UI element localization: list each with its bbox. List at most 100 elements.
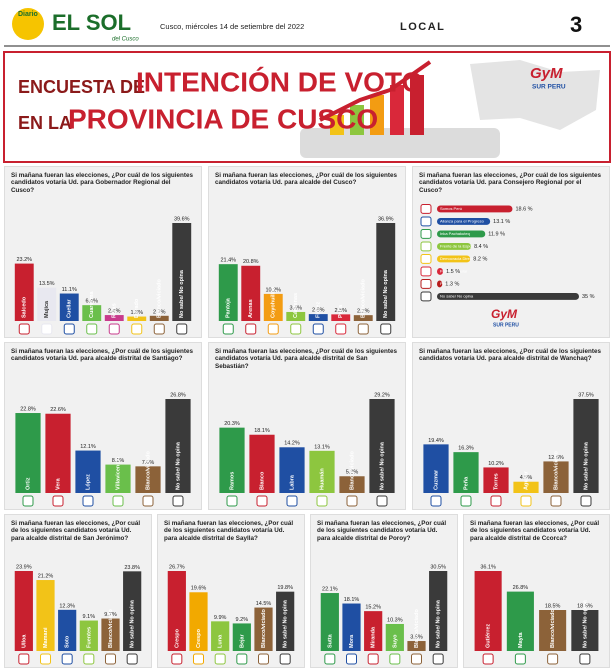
party-logo [411,653,422,665]
value-label: 10.2% [488,461,504,467]
category-label: No sabe/ No opina [582,599,588,648]
party-logo [580,495,592,507]
party-logo [126,653,138,665]
bar [437,218,491,225]
value-label: 37.5% [578,392,594,398]
value-label: 35 % [582,294,595,300]
party-logo [214,653,226,665]
category-label: Sutta [327,633,333,648]
party-logo [267,323,279,335]
bar [342,603,361,651]
category-label: Villavicencio [115,456,121,490]
chart: 23.9% Ulloa 21.2% Mamani 12.3% Soto 9.1% Fuente… [14,564,142,665]
value-label: 9.1% [83,614,96,620]
bar [165,399,191,493]
category-label: Cárdenas [293,293,299,318]
value-label: 29.2% [374,392,390,398]
bar [219,427,245,493]
value-label: 4.5% [520,475,533,481]
category-label: Blanco/viciado [361,279,367,318]
category-label: Ramos [229,472,235,490]
party-logo [389,653,401,665]
sun-logo [12,8,44,40]
value-label: 15.2% [365,605,381,611]
bar [79,620,98,651]
bar [36,580,55,651]
party-logo [380,323,392,335]
map [470,60,600,130]
bar [104,315,124,321]
party-logo [432,653,444,665]
party-logo [312,323,324,335]
value-label: 22.6% [50,407,66,413]
category-label: Torres [493,473,499,490]
category-label: Crespo [174,628,180,648]
party-logo [420,216,432,227]
category-label: Fuerza Popular [440,269,468,274]
value-label: 20.8% [243,259,259,265]
bar [376,223,396,321]
logo-sub: SUR PERU [532,84,566,91]
category-label: Miranda [371,626,377,648]
category-label: Cuzmar [433,469,439,490]
value-label: 8.4 % [474,244,488,250]
page-number: 3 [570,12,582,37]
value-label: 1.3 % [445,281,459,287]
value-label: 18.1% [344,597,360,603]
category-label: Frente de la Esperanza [440,244,482,249]
party-logo [376,495,388,507]
party-logo [316,495,328,507]
bar [123,571,142,651]
party-logo [550,495,562,507]
party-logo [172,495,184,507]
party-logo [142,495,154,507]
category-label: Salcedo [22,296,28,318]
bar [539,610,567,651]
bar [149,315,169,321]
value-label: 14.2% [284,441,300,447]
value-label: 23.9% [16,564,32,570]
banner-line2a: EN LA [18,113,72,133]
category-label: López [85,474,91,490]
bar [189,592,208,651]
value-label: 2.6% [312,308,325,314]
category-label: Ulloa [21,634,27,648]
party-logo [420,279,432,289]
category-label: Blanco/viciado [108,609,114,648]
party-logo [490,495,502,507]
bar [218,264,238,321]
party-logo [286,495,298,507]
party-logo [357,323,369,335]
chart: 19.4% Cuzmar 16.3% Peña 10.2% Torres 4.5%Aguil… [423,392,599,507]
value-label: 2.2% [357,309,370,315]
bar [263,293,283,321]
category-label: Blanco/viciado [553,451,559,490]
bar [429,571,448,651]
category-label: No sabe/ No opina [130,599,136,648]
party-logo [222,323,234,335]
party-logo [335,323,347,335]
category-label: Gutiérrez [486,624,492,648]
chart-title: Si mañana fueran las elecciones, ¿Por cu… [215,172,397,187]
value-label: 13.1 % [493,219,510,225]
category-label: No sabe/ No opina [383,269,389,318]
category-label: Arenas [248,299,254,318]
bar [249,434,275,493]
category-label: Mujica [44,300,50,318]
bar [232,623,251,651]
bar [37,287,57,321]
bar [45,413,71,493]
value-label: 36.1% [480,564,496,570]
category-label: Democracia Directa [440,256,476,261]
value-label: 20.3% [224,421,240,427]
party-logo [18,323,30,335]
chart: 22.8% Ortiz 22.6% Vera 12.1% López 8.1%Villavi… [15,392,191,507]
chart: 36.1%Gutiérrez26.8%Mayta18.5%Blanco/vici… [474,564,599,665]
logo-sub: SUR PERU [493,322,519,328]
value-label: 19.6% [191,586,207,592]
category-label: Cuellar [67,298,73,318]
party-logo [22,495,34,507]
category-label: Fuentes [86,627,92,648]
bar [423,444,449,493]
date: Cusco, miércoles 14 de setiembre del 202… [160,22,304,31]
